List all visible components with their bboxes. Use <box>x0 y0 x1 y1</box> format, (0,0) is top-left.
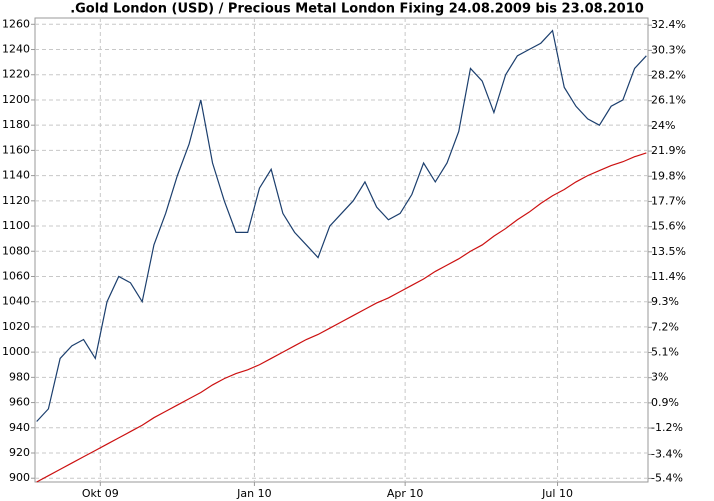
y-tick-label: 1100 <box>2 219 30 232</box>
y-tick-label: 1120 <box>2 194 30 207</box>
y-tick-label: 1000 <box>2 345 30 358</box>
y2-tick-label: 26.1% <box>651 94 686 107</box>
y-tick-label: 920 <box>9 446 30 459</box>
series-line <box>36 152 647 483</box>
y-tick-label: 1060 <box>2 269 30 282</box>
y2-tick-label: 7.2% <box>651 320 679 333</box>
y-tick-label: 1180 <box>2 118 30 131</box>
y2-tick-label: 3% <box>651 371 668 384</box>
y2-tick-label: 32.4% <box>651 18 686 31</box>
plot-area <box>34 17 649 483</box>
y-tick-label: 960 <box>9 396 30 409</box>
y-tick-label: 1260 <box>2 17 30 30</box>
chart-title: .Gold London (USD) / Precious Metal Lond… <box>70 2 644 17</box>
y-tick-label: 1200 <box>2 93 30 106</box>
y2-tick-label: 5.1% <box>651 346 679 359</box>
y2-tick-label: 13.5% <box>651 245 686 258</box>
x-tick-label: Jan 10 <box>236 487 271 500</box>
y2-tick-label: -5.4% <box>651 471 683 484</box>
y2-tick-label: 15.6% <box>651 220 686 233</box>
y2-tick-label: 21.9% <box>651 144 686 157</box>
y-tick-label: 1080 <box>2 244 30 257</box>
y2-tick-label: 11.4% <box>651 270 686 283</box>
x-tick-label: Apr 10 <box>387 487 424 500</box>
y2-tick-label: 19.8% <box>651 169 686 182</box>
y2-tick-label: 28.2% <box>651 69 686 82</box>
y-tick-label: 1040 <box>2 295 30 308</box>
y2-tick-label: 9.3% <box>651 295 679 308</box>
x-tick-label: Okt 09 <box>82 487 119 500</box>
series-line <box>36 29 647 422</box>
y2-tick-label: 0.9% <box>651 396 679 409</box>
y2-tick-label: 24% <box>651 119 675 132</box>
y-tick-label: 940 <box>9 421 30 434</box>
y2-tick-label: -1.2% <box>651 421 683 434</box>
y-tick-label: 1020 <box>2 320 30 333</box>
x-tick-label: Jul 10 <box>541 487 573 500</box>
y-tick-label: 1240 <box>2 43 30 56</box>
y-tick-label: 1140 <box>2 169 30 182</box>
y-tick-label: 900 <box>9 471 30 484</box>
y-tick-label: 1220 <box>2 68 30 81</box>
y-tick-label: 980 <box>9 370 30 383</box>
y2-tick-label: -3.4% <box>651 447 683 460</box>
y2-tick-label: 17.7% <box>651 194 686 207</box>
y2-tick-label: 30.3% <box>651 43 686 56</box>
y-tick-label: 1160 <box>2 143 30 156</box>
